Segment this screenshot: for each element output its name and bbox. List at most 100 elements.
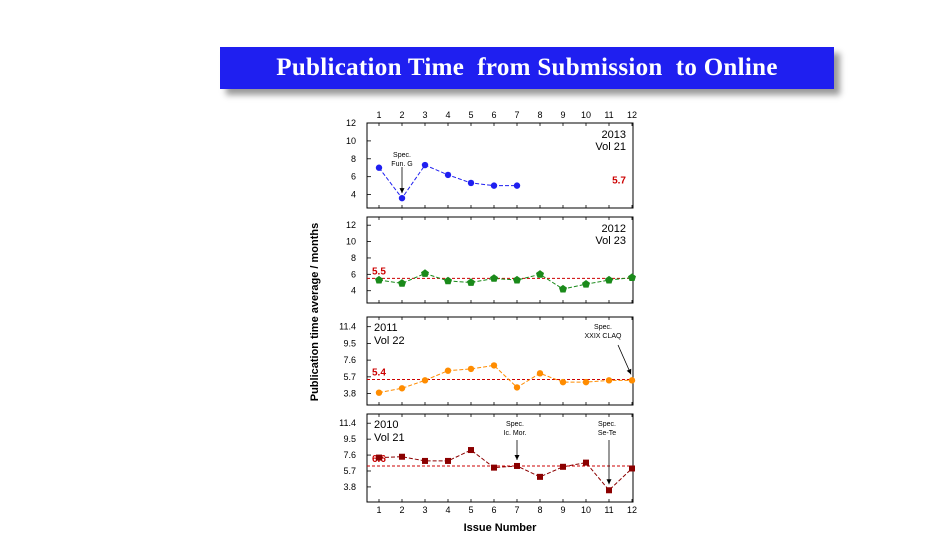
data-point bbox=[398, 194, 406, 202]
panel-frame bbox=[366, 413, 634, 503]
y-tick-label: 4 bbox=[351, 286, 356, 296]
x-tick-label-bottom: 6 bbox=[491, 505, 496, 515]
y-tick-label: 12 bbox=[346, 220, 356, 230]
x-tick-label-bottom: 4 bbox=[445, 505, 450, 515]
title-banner: Publication Time from Submission to Onli… bbox=[220, 47, 834, 89]
y-tick-label: 4 bbox=[351, 190, 356, 200]
data-point bbox=[605, 275, 613, 284]
chart-title: Publication Time from Submission to Onli… bbox=[276, 54, 778, 81]
y-tick-label: 5.7 bbox=[343, 466, 356, 476]
annotation-text: Spec. bbox=[594, 324, 612, 331]
panel-label: 2013 bbox=[602, 129, 626, 141]
y-tick-label: 8 bbox=[351, 154, 356, 164]
data-point bbox=[444, 276, 452, 285]
data-point bbox=[490, 274, 498, 282]
annotation-arrowhead bbox=[606, 479, 612, 485]
x-axis-label: Issue Number bbox=[464, 522, 537, 534]
x-tick-label-top: 1 bbox=[376, 110, 381, 120]
data-point bbox=[444, 367, 452, 374]
data-point bbox=[398, 385, 406, 392]
y-tick-label: 8 bbox=[351, 253, 356, 263]
data-point bbox=[582, 378, 590, 386]
data-point bbox=[559, 378, 567, 386]
y-tick-label: 6 bbox=[351, 172, 356, 182]
panel-label: 2010 bbox=[374, 419, 398, 431]
x-tick-label-bottom: 5 bbox=[468, 505, 473, 515]
y-tick-label: 10 bbox=[346, 136, 356, 146]
x-tick-label-top: 8 bbox=[537, 110, 542, 120]
panel-label: Vol 22 bbox=[374, 335, 405, 347]
x-tick-label-bottom: 11 bbox=[604, 505, 613, 515]
x-tick-label-bottom: 12 bbox=[627, 505, 637, 515]
data-point bbox=[490, 182, 498, 189]
y-tick-label: 11.4 bbox=[339, 418, 356, 428]
panel-frame bbox=[366, 216, 634, 304]
average-label: 5.5 bbox=[372, 266, 386, 277]
y-tick-label: 9.5 bbox=[343, 338, 356, 348]
data-point bbox=[560, 463, 566, 470]
data-point bbox=[628, 273, 636, 281]
x-tick-label-top: 6 bbox=[491, 110, 496, 120]
data-point bbox=[628, 377, 636, 384]
data-point bbox=[445, 457, 451, 464]
annotation-text: Ic. Mor. bbox=[504, 430, 527, 437]
y-tick-label: 9.5 bbox=[343, 434, 356, 444]
data-point bbox=[582, 280, 590, 288]
y-tick-label: 3.8 bbox=[343, 482, 356, 492]
series-line bbox=[378, 364, 632, 394]
x-tick-label-top: 2 bbox=[399, 110, 404, 120]
data-point bbox=[537, 473, 543, 480]
x-tick-label-top: 12 bbox=[627, 110, 637, 120]
panel-label: Vol 23 bbox=[595, 235, 626, 247]
panel-label: Vol 21 bbox=[374, 432, 405, 444]
x-tick-label-top: 7 bbox=[514, 110, 519, 120]
x-tick-label-top: 3 bbox=[422, 110, 427, 120]
data-point bbox=[421, 161, 429, 169]
panel-frame bbox=[366, 122, 634, 209]
x-tick-label-bottom: 1 bbox=[376, 505, 381, 515]
x-tick-label-bottom: 7 bbox=[514, 505, 519, 515]
data-point bbox=[513, 384, 521, 391]
annotation-text: Spec. bbox=[506, 421, 524, 428]
data-point bbox=[444, 171, 452, 179]
x-tick-label-top: 9 bbox=[560, 110, 565, 120]
annotation-text: Se-Te bbox=[598, 430, 616, 437]
annotation-text: Spec. bbox=[598, 421, 616, 428]
annotation-text: XXIX CLAQ bbox=[585, 333, 623, 340]
y-axis-label: Publication time average / months bbox=[309, 223, 321, 402]
data-point bbox=[467, 278, 475, 286]
data-point bbox=[513, 182, 521, 189]
series-line bbox=[378, 449, 633, 491]
x-tick-label-top: 10 bbox=[581, 110, 591, 120]
y-tick-label: 7.6 bbox=[343, 355, 356, 365]
data-point bbox=[467, 365, 475, 373]
annotation-arrowhead bbox=[626, 368, 632, 375]
data-point bbox=[536, 370, 544, 377]
data-point bbox=[491, 464, 497, 471]
y-tick-label: 6 bbox=[351, 269, 356, 279]
panel-frame bbox=[366, 316, 634, 406]
y-tick-label: 3.8 bbox=[343, 389, 356, 399]
data-point bbox=[513, 275, 521, 284]
data-point bbox=[559, 284, 567, 293]
y-tick-label: 7.6 bbox=[343, 450, 356, 460]
annotation-text: Fun. G bbox=[391, 161, 412, 168]
panel-label: Vol 21 bbox=[595, 141, 626, 153]
panel-label: 2011 bbox=[374, 322, 398, 334]
x-tick-label-bottom: 3 bbox=[422, 505, 427, 515]
y-tick-label: 12 bbox=[346, 118, 356, 128]
x-tick-label-top: 5 bbox=[468, 110, 473, 120]
x-tick-label-bottom: 9 bbox=[560, 505, 565, 515]
data-point bbox=[629, 465, 635, 472]
x-tick-label-bottom: 10 bbox=[581, 505, 591, 515]
data-point bbox=[490, 362, 498, 369]
data-point bbox=[375, 164, 383, 171]
y-tick-label: 10 bbox=[346, 237, 356, 247]
data-point bbox=[375, 389, 383, 396]
annotation-text: Spec. bbox=[393, 152, 411, 159]
panel-label: 2012 bbox=[602, 223, 626, 235]
data-point bbox=[375, 275, 383, 284]
